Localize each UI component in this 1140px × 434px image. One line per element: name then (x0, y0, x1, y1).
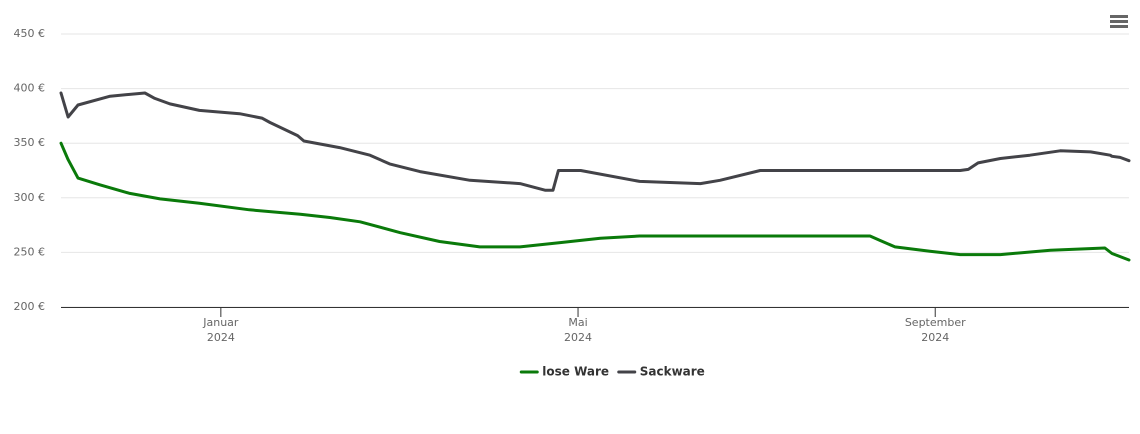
legend-label: Sackware (640, 365, 705, 379)
y-tick-label: 250 € (14, 245, 46, 258)
y-tick-label: 450 € (14, 27, 46, 40)
y-tick-label: 350 € (14, 136, 46, 149)
x-tick-label: Januar (202, 316, 239, 329)
x-tick-label: September (905, 316, 966, 329)
x-tick-label: 2024 (564, 331, 592, 344)
legend-item[interactable]: lose Ware (519, 365, 609, 379)
x-tick-label: 2024 (207, 331, 235, 344)
menu-bar (1110, 15, 1128, 18)
legend: lose Ware Sackware (519, 365, 705, 379)
legend-label: lose Ware (542, 365, 609, 379)
menu-bar (1110, 20, 1128, 23)
series-line (59, 91, 1131, 192)
y-tick-label: 200 € (14, 300, 46, 313)
legend-item[interactable]: Sackware (617, 365, 705, 379)
menu-icon[interactable] (1110, 15, 1128, 28)
menu-bar (1110, 25, 1128, 28)
y-tick-label: 300 € (14, 191, 46, 204)
series-line (59, 141, 1131, 262)
x-tick-label: Mai (568, 316, 587, 329)
y-tick-label: 400 € (14, 82, 46, 95)
x-tick-label: 2024 (921, 331, 949, 344)
